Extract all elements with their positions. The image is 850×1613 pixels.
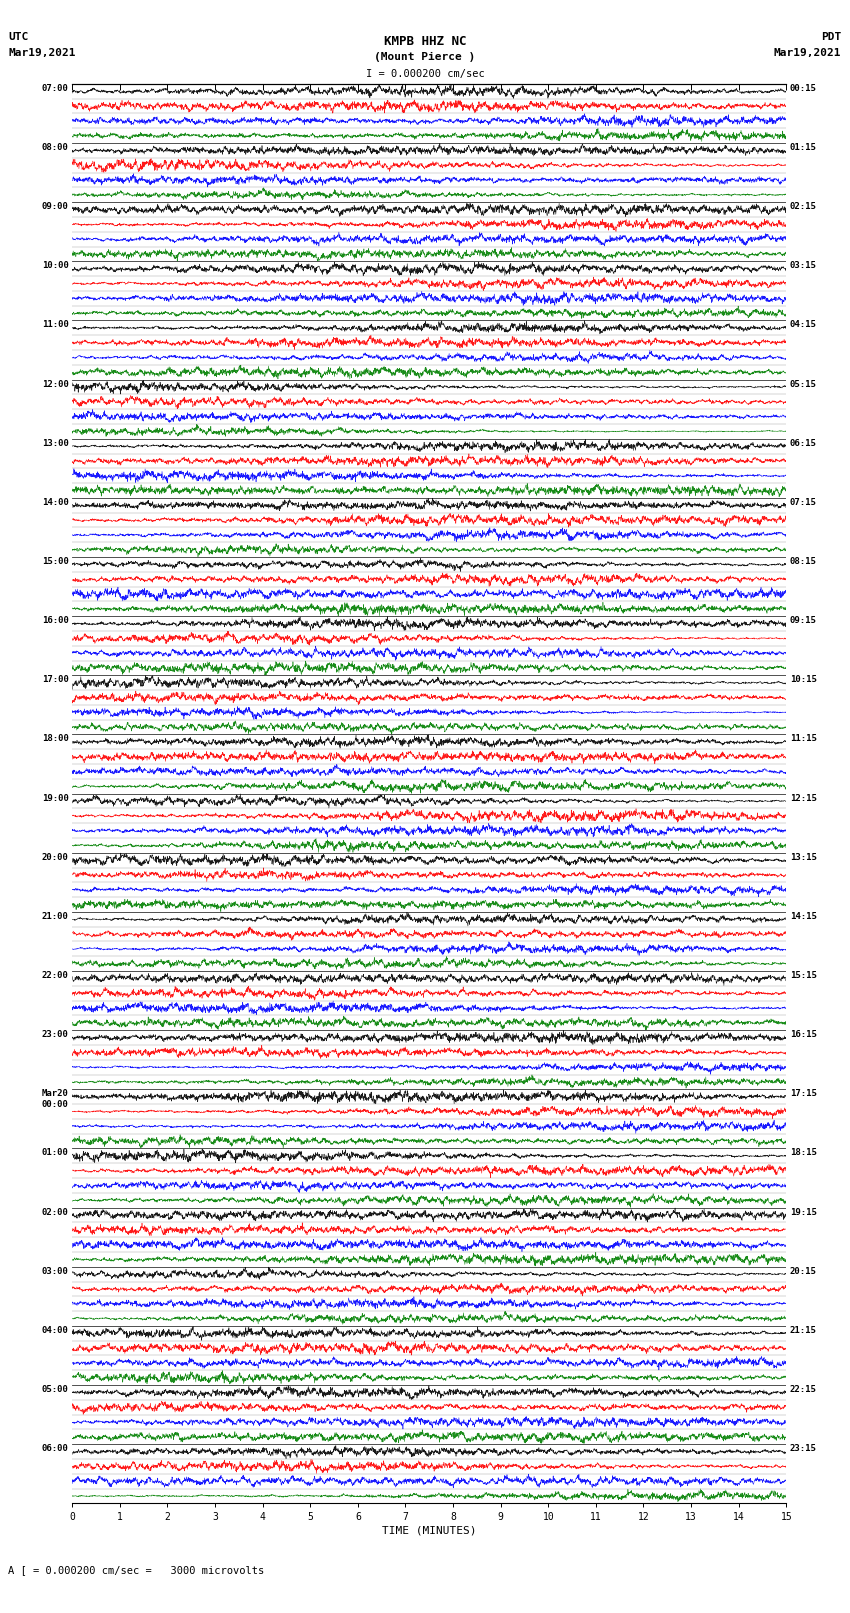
Text: 20:15: 20:15 [790, 1266, 817, 1276]
Text: 12:00: 12:00 [42, 379, 69, 389]
Text: 04:00: 04:00 [42, 1326, 69, 1336]
Text: 05:15: 05:15 [790, 379, 817, 389]
Text: (Mount Pierce ): (Mount Pierce ) [374, 52, 476, 61]
Text: PDT: PDT [821, 32, 842, 42]
Text: 14:00: 14:00 [42, 498, 69, 506]
X-axis label: TIME (MINUTES): TIME (MINUTES) [382, 1526, 477, 1536]
Text: 00:15: 00:15 [790, 84, 817, 94]
Text: 01:00: 01:00 [42, 1148, 69, 1158]
Text: 18:00: 18:00 [42, 734, 69, 744]
Text: A [ = 0.000200 cm/sec =   3000 microvolts: A [ = 0.000200 cm/sec = 3000 microvolts [8, 1565, 264, 1574]
Text: 13:15: 13:15 [790, 853, 817, 861]
Text: 08:15: 08:15 [790, 556, 817, 566]
Text: 22:00: 22:00 [42, 971, 69, 981]
Text: 10:00: 10:00 [42, 261, 69, 271]
Text: 22:15: 22:15 [790, 1386, 817, 1394]
Text: 17:00: 17:00 [42, 676, 69, 684]
Text: 02:15: 02:15 [790, 202, 817, 211]
Text: 04:15: 04:15 [790, 321, 817, 329]
Text: I = 0.000200 cm/sec: I = 0.000200 cm/sec [366, 69, 484, 79]
Text: 07:15: 07:15 [790, 498, 817, 506]
Text: 07:00: 07:00 [42, 84, 69, 94]
Text: 15:15: 15:15 [790, 971, 817, 981]
Text: 03:00: 03:00 [42, 1266, 69, 1276]
Text: 17:15: 17:15 [790, 1089, 817, 1098]
Text: 02:00: 02:00 [42, 1208, 69, 1216]
Text: Mar19,2021: Mar19,2021 [8, 48, 76, 58]
Text: 14:15: 14:15 [790, 911, 817, 921]
Text: 21:15: 21:15 [790, 1326, 817, 1336]
Text: 13:00: 13:00 [42, 439, 69, 448]
Text: 21:00: 21:00 [42, 911, 69, 921]
Text: Mar19,2021: Mar19,2021 [774, 48, 842, 58]
Text: Mar20
00:00: Mar20 00:00 [42, 1089, 69, 1108]
Text: 19:00: 19:00 [42, 794, 69, 803]
Text: 11:15: 11:15 [790, 734, 817, 744]
Text: 09:15: 09:15 [790, 616, 817, 626]
Text: 06:00: 06:00 [42, 1444, 69, 1453]
Text: 11:00: 11:00 [42, 321, 69, 329]
Text: 06:15: 06:15 [790, 439, 817, 448]
Text: 08:00: 08:00 [42, 144, 69, 152]
Text: 15:00: 15:00 [42, 556, 69, 566]
Text: 23:00: 23:00 [42, 1031, 69, 1039]
Text: 19:15: 19:15 [790, 1208, 817, 1216]
Text: 18:15: 18:15 [790, 1148, 817, 1158]
Text: 03:15: 03:15 [790, 261, 817, 271]
Text: UTC: UTC [8, 32, 29, 42]
Text: 23:15: 23:15 [790, 1444, 817, 1453]
Text: 05:00: 05:00 [42, 1386, 69, 1394]
Text: 20:00: 20:00 [42, 853, 69, 861]
Text: 09:00: 09:00 [42, 202, 69, 211]
Text: 16:00: 16:00 [42, 616, 69, 626]
Text: KMPB HHZ NC: KMPB HHZ NC [383, 35, 467, 48]
Text: 01:15: 01:15 [790, 144, 817, 152]
Text: 16:15: 16:15 [790, 1031, 817, 1039]
Text: 10:15: 10:15 [790, 676, 817, 684]
Text: 12:15: 12:15 [790, 794, 817, 803]
